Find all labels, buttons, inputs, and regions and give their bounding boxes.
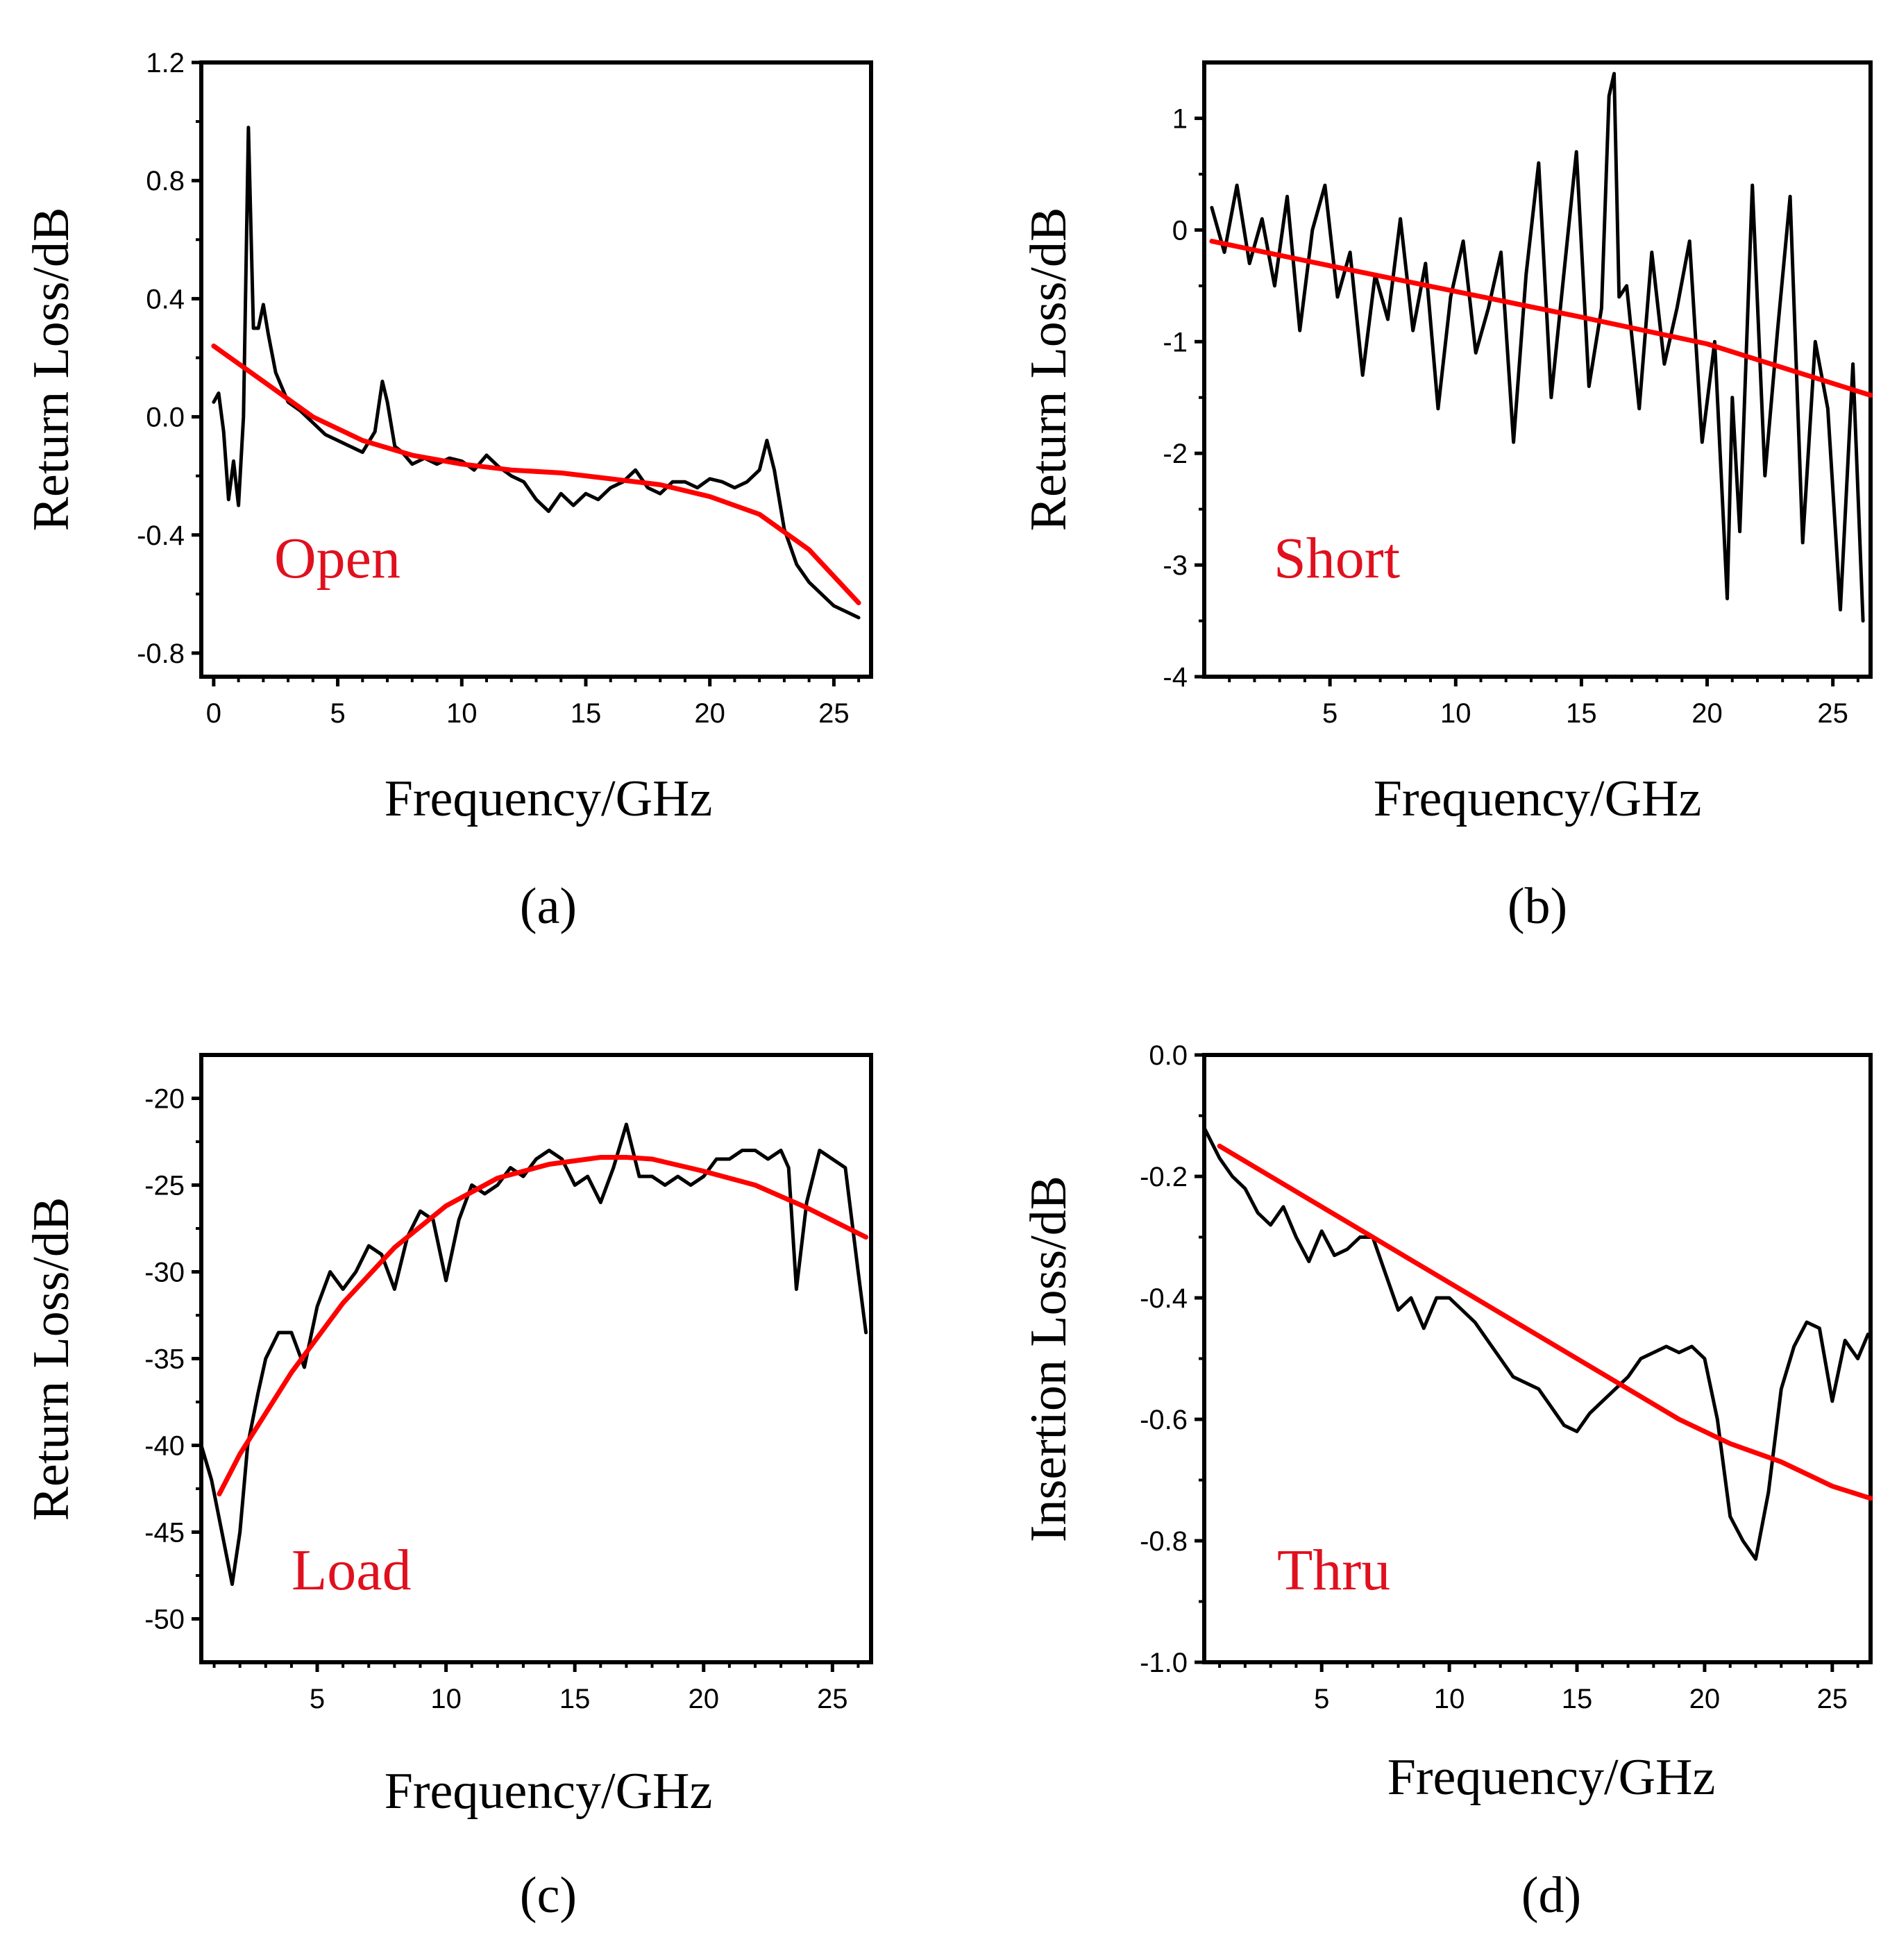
fit-curve (217, 1155, 869, 1496)
measured-curve (212, 126, 861, 620)
plot-area-b (1202, 60, 1873, 679)
annotation-thru: Thru (1277, 1538, 1390, 1603)
x-tick-label: 5 (1322, 698, 1338, 729)
x-tick-label: 25 (1817, 698, 1848, 729)
y-axis-title-c: Return Loss/dB (23, 1197, 80, 1521)
y-tick-label: -40 (144, 1431, 185, 1462)
measured-curve (199, 1122, 868, 1586)
y-tick-label: -0.8 (1140, 1526, 1188, 1557)
y-tick-label: 0 (1172, 215, 1188, 246)
x-tick-label: 25 (1817, 1684, 1848, 1714)
caption-b: (b) (1508, 878, 1567, 935)
y-tick-label: -45 (144, 1518, 185, 1548)
y-tick-label: -4 (1163, 662, 1188, 693)
y-tick-label: -2 (1163, 439, 1188, 469)
x-ticks-d: 5 10 15 20 25 (1218, 1662, 1859, 1714)
x-tick-label: 15 (1566, 698, 1597, 729)
measured-curve (1202, 1126, 1870, 1561)
y-tick-label: 0.0 (146, 403, 185, 433)
y-tick-label: -50 (144, 1605, 185, 1635)
y-tick-label: 1.2 (146, 48, 185, 78)
y-tick-label: -25 (144, 1171, 185, 1201)
y-tick-label: -1.0 (1140, 1648, 1188, 1678)
series-c (199, 1122, 869, 1586)
caption-a: (a) (520, 878, 577, 935)
y-tick-label: -0.4 (137, 521, 185, 551)
caption-d: (d) (1521, 1867, 1581, 1924)
x-tick-label: 5 (330, 698, 345, 729)
x-tick-label: 0 (206, 698, 221, 729)
fit-curve (1209, 239, 1873, 398)
y-tick-label: 1 (1172, 103, 1188, 134)
panel-c: -20 -25 -30 -35 -40 -45 -50 5 10 15 20 25 Load Fre… (23, 1053, 873, 1924)
x-tick-label: 25 (818, 698, 850, 729)
series-d (1202, 1126, 1873, 1561)
panel-d: 0.0 -0.2 -0.4 -0.6 -0.8 -1.0 5 10 15 20 25 Thru F… (1020, 1040, 1873, 1924)
y-tick-label: 0.0 (1149, 1040, 1188, 1071)
caption-c: (c) (520, 1867, 577, 1924)
x-tick-label: 20 (694, 698, 725, 729)
x-tick-label: 5 (1314, 1684, 1329, 1714)
y-tick-label: -1 (1163, 327, 1188, 357)
x-axis-title-b: Frequency/GHz (1374, 770, 1702, 827)
measured-curve (1210, 71, 1865, 623)
y-ticks-d: 0.0 -0.2 -0.4 -0.6 -0.8 -1.0 (1140, 1040, 1204, 1678)
y-ticks-c: -20 -25 -30 -35 -40 -45 -50 (144, 1084, 201, 1635)
x-tick-label: 20 (1689, 1684, 1721, 1714)
fit-curve (211, 344, 861, 606)
annotation-load: Load (292, 1538, 412, 1603)
y-ticks-a: 1.2 0.8 0.4 0.0 -0.4 -0.8 (137, 48, 201, 669)
x-tick-label: 5 (310, 1684, 325, 1714)
x-axis-title-d: Frequency/GHz (1387, 1749, 1716, 1806)
annotation-short: Short (1274, 526, 1400, 591)
annotation-open: Open (274, 526, 400, 591)
y-tick-label: -30 (144, 1258, 185, 1288)
y-axis-title-d: Insertion Loss/dB (1020, 1176, 1077, 1542)
series-b (1209, 71, 1873, 623)
y-ticks-b: 1 0 -1 -2 -3 -4 (1163, 103, 1204, 693)
y-tick-label: 0.8 (146, 166, 185, 196)
y-tick-label: -0.4 (1140, 1283, 1188, 1314)
x-axis-title-a: Frequency/GHz (385, 770, 713, 827)
x-tick-label: 10 (1440, 698, 1471, 729)
x-tick-label: 20 (1691, 698, 1723, 729)
x-axis-title-c: Frequency/GHz (385, 1763, 713, 1820)
fit-curve (1217, 1143, 1873, 1501)
y-tick-label: -35 (144, 1344, 185, 1375)
x-ticks-b: 5 10 15 20 25 (1228, 677, 1859, 729)
x-tick-label: 15 (1562, 1684, 1593, 1714)
y-axis-title-a: Return Loss/dB (23, 208, 80, 532)
y-tick-label: -0.2 (1140, 1162, 1188, 1192)
x-tick-label: 10 (446, 698, 478, 729)
y-tick-label: 0.4 (146, 284, 185, 314)
x-tick-label: 20 (689, 1684, 720, 1714)
panel-a: 1.2 0.8 0.4 0.0 -0.4 -0.8 0 5 10 15 20 25 Open Fre… (23, 48, 873, 935)
x-ticks-a: 0 5 10 15 20 25 (206, 677, 861, 729)
y-tick-label: -0.6 (1140, 1405, 1188, 1435)
y-tick-label: -0.8 (137, 639, 185, 669)
panel-b: 10-1-2-3-4 5 10 15 20 25 Short Frequency/GHz… (1020, 60, 1873, 935)
x-ticks-c: 5 10 15 20 25 (212, 1662, 860, 1714)
x-tick-label: 15 (559, 1684, 591, 1714)
x-tick-label: 10 (1434, 1684, 1465, 1714)
x-tick-label: 10 (430, 1684, 462, 1714)
y-tick-label: -3 (1163, 550, 1188, 581)
series-a (211, 126, 861, 620)
y-axis-title-b: Return Loss/dB (1020, 208, 1077, 532)
x-tick-label: 25 (817, 1684, 848, 1714)
x-tick-label: 15 (571, 698, 602, 729)
y-tick-label: -20 (144, 1084, 185, 1115)
